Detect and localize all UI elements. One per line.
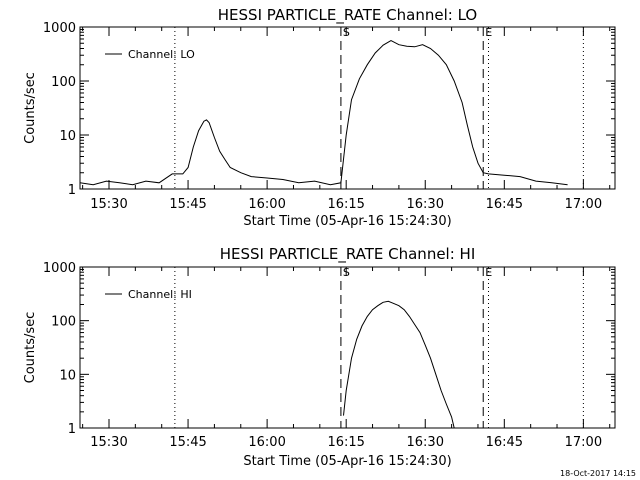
marker-label-s: S <box>343 266 350 279</box>
marker-label-e: E <box>485 26 492 39</box>
y-tick-label: 10 <box>59 129 76 144</box>
x-tick-label: 16:00 <box>248 435 285 450</box>
y-axis-label: Counts/sec <box>23 312 38 384</box>
series-line <box>343 300 455 429</box>
y-tick-label: 1000 <box>43 261 76 276</box>
chart-title: HESSI PARTICLE_RATE Channel: HI <box>220 245 476 264</box>
marker-label-s: S <box>343 26 350 39</box>
y-tick-label: 100 <box>51 315 76 330</box>
x-tick-label: 15:45 <box>169 197 206 212</box>
x-tick-label: 17:00 <box>565 197 602 212</box>
x-axis-label: Start Time (05-Apr-16 15:24:30) <box>243 214 451 229</box>
x-tick-label: 16:15 <box>327 197 364 212</box>
x-tick-label: 16:45 <box>486 435 523 450</box>
y-tick-label: 1 <box>68 422 76 437</box>
x-tick-label: 16:15 <box>327 435 364 450</box>
x-tick-label: 15:30 <box>90 435 127 450</box>
plot-frame <box>79 26 616 190</box>
series-line <box>79 40 568 186</box>
x-tick-label: 15:45 <box>169 435 206 450</box>
footer-timestamp: 18-Oct-2017 14:15 <box>560 469 636 478</box>
y-tick-label: 1000 <box>43 21 76 36</box>
x-tick-label: 16:45 <box>486 197 523 212</box>
x-tick-label: 16:30 <box>407 435 444 450</box>
y-axis-label: Counts/sec <box>23 72 38 144</box>
y-tick-label: 1 <box>68 183 76 198</box>
y-tick-label: 100 <box>51 75 76 90</box>
legend-entry: Channel: LO <box>128 48 195 61</box>
x-axis-label: Start Time (05-Apr-16 15:24:30) <box>243 454 451 469</box>
x-tick-label: 16:00 <box>248 197 285 212</box>
legend-entry: Channel: HI <box>128 288 192 301</box>
x-tick-label: 15:30 <box>90 197 127 212</box>
x-tick-label: 16:30 <box>407 197 444 212</box>
marker-label-e: E <box>485 266 492 279</box>
chart-panel-hi: HESSI PARTICLE_RATE Channel: HI 1 10 100 100… <box>23 245 616 469</box>
y-tick-label: 10 <box>59 368 76 383</box>
chart-panel-lo: HESSI PARTICLE_RATE Channel: LO 1 10 100 100… <box>23 6 616 229</box>
plot-frame <box>79 266 616 429</box>
x-tick-label: 17:00 <box>565 435 602 450</box>
chart-title: HESSI PARTICLE_RATE Channel: LO <box>218 6 477 25</box>
